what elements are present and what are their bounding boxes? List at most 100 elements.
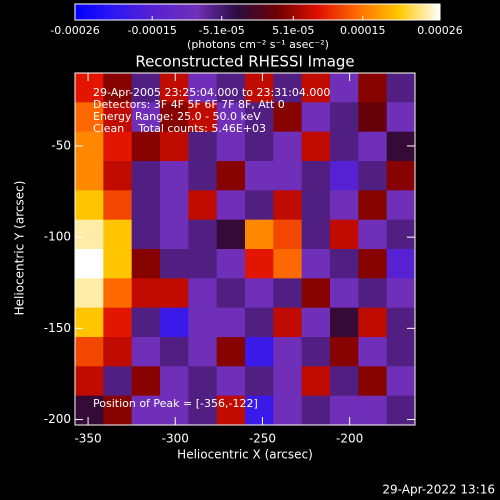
heatmap-cell bbox=[245, 190, 274, 221]
heatmap-cell bbox=[216, 307, 246, 338]
heatmap-cell bbox=[386, 131, 416, 162]
heatmap-cell bbox=[358, 337, 388, 367]
heatmap-cell bbox=[75, 73, 104, 103]
colorbar-label: (photons cm⁻² s⁻¹ asec⁻²) bbox=[187, 38, 329, 51]
heatmap-cell bbox=[216, 278, 246, 309]
heatmap-cell bbox=[131, 131, 161, 162]
heatmap-cell bbox=[301, 337, 331, 367]
heatmap-cell bbox=[75, 131, 104, 162]
heatmap-cell bbox=[330, 102, 359, 133]
y-tick-label: -100 bbox=[44, 230, 71, 244]
heatmap-cell bbox=[75, 278, 104, 309]
colorbar-tick-label: 0.00015 bbox=[340, 24, 386, 37]
y-tick-label: -200 bbox=[44, 412, 71, 426]
heatmap-cell bbox=[301, 278, 331, 309]
heatmap-cell bbox=[330, 73, 359, 103]
heatmap-cell bbox=[273, 161, 303, 191]
y-tick-label: -50 bbox=[51, 138, 71, 152]
colorbar-tick-label: 0.00026 bbox=[417, 24, 463, 37]
heatmap-cell bbox=[131, 307, 161, 338]
heatmap-cell bbox=[386, 307, 416, 338]
heatmap-cell bbox=[245, 161, 274, 191]
heatmap-cell bbox=[188, 219, 218, 250]
heatmap-cell bbox=[103, 366, 133, 397]
heatmap-cell bbox=[131, 249, 161, 279]
heatmap-cell bbox=[386, 102, 416, 133]
colorbar-tick-label: 5.1e-05 bbox=[272, 24, 314, 37]
colorbar bbox=[74, 3, 441, 21]
y-tick-label: -150 bbox=[44, 321, 71, 335]
heatmap-cell bbox=[301, 131, 331, 162]
heatmap-cell bbox=[188, 131, 218, 162]
heatmap-cell bbox=[188, 190, 218, 221]
heatmap-cell bbox=[216, 366, 246, 397]
heatmap-cell bbox=[330, 366, 359, 397]
heatmap-cell bbox=[216, 249, 246, 279]
heatmap-cell bbox=[301, 307, 331, 338]
heatmap-cell bbox=[330, 219, 359, 250]
heatmap-cell bbox=[386, 337, 416, 367]
heatmap-cell bbox=[358, 219, 388, 250]
heatmap-cell bbox=[131, 73, 161, 103]
heatmap-cell bbox=[188, 278, 218, 309]
heatmap-cell bbox=[131, 219, 161, 250]
x-tick-label: -350 bbox=[74, 432, 101, 446]
heatmap-cell bbox=[216, 395, 246, 426]
heatmap-cell bbox=[330, 395, 359, 426]
heatmap-cell bbox=[160, 161, 189, 191]
heatmap-cell bbox=[386, 249, 416, 279]
heatmap-cell bbox=[245, 366, 274, 397]
heatmap-cell bbox=[386, 73, 416, 103]
plot-frame bbox=[74, 72, 416, 426]
heatmap-cell bbox=[330, 337, 359, 367]
heatmap-cell bbox=[358, 307, 388, 338]
heatmap-cell bbox=[245, 219, 274, 250]
heatmap-cell bbox=[75, 337, 104, 367]
heatmap-cell bbox=[358, 73, 388, 103]
heatmap-cell bbox=[160, 395, 189, 426]
heatmap-cell bbox=[301, 161, 331, 191]
heatmap-cell bbox=[358, 102, 388, 133]
heatmap-cell bbox=[245, 307, 274, 338]
x-tick-label: -200 bbox=[336, 432, 363, 446]
heatmap-cell bbox=[188, 161, 218, 191]
heatmap-cell bbox=[188, 73, 218, 103]
heatmap-cell bbox=[386, 395, 416, 426]
heatmap-cell bbox=[386, 278, 416, 309]
colorbar-tick-label: -0.00026 bbox=[50, 24, 99, 37]
heatmap-cell bbox=[216, 161, 246, 191]
heatmap-cell bbox=[160, 73, 189, 103]
heatmap-cell bbox=[386, 219, 416, 250]
heatmap-cell bbox=[330, 161, 359, 191]
heatmap-cell bbox=[301, 102, 331, 133]
heatmap-cell bbox=[131, 278, 161, 309]
heatmap-cell bbox=[103, 219, 133, 250]
heatmap-cell bbox=[160, 366, 189, 397]
heatmap-cell bbox=[301, 190, 331, 221]
x-axis-label: Heliocentric X (arcsec) bbox=[177, 448, 313, 462]
heatmap-cell bbox=[131, 190, 161, 221]
annotation: Position of Peak = [-356,-122] bbox=[93, 397, 258, 410]
x-tick-label: -300 bbox=[162, 432, 189, 446]
heatmap-cell bbox=[301, 366, 331, 397]
heatmap-cell bbox=[301, 73, 331, 103]
heatmap-cell bbox=[386, 366, 416, 397]
heatmap-cell bbox=[103, 73, 133, 103]
heatmap-cell bbox=[160, 190, 189, 221]
annotation: Energy Range: 25.0 - 50.0 keV bbox=[93, 110, 261, 123]
heatmap-cell bbox=[75, 190, 104, 221]
heatmap-cell bbox=[131, 102, 161, 133]
heatmap-cell bbox=[160, 102, 189, 133]
heatmap-cell bbox=[358, 161, 388, 191]
footer: 29-Apr-2022 13:16 bbox=[382, 483, 495, 497]
heatmap-cell bbox=[103, 278, 133, 309]
heatmap-cell bbox=[330, 307, 359, 338]
heatmap-cell bbox=[273, 366, 303, 397]
heatmap-cell bbox=[75, 366, 104, 397]
x-tick-label: -250 bbox=[249, 432, 276, 446]
heatmap-cell bbox=[75, 161, 104, 191]
heatmap-cell bbox=[103, 102, 133, 133]
heatmap-cell bbox=[103, 161, 133, 191]
